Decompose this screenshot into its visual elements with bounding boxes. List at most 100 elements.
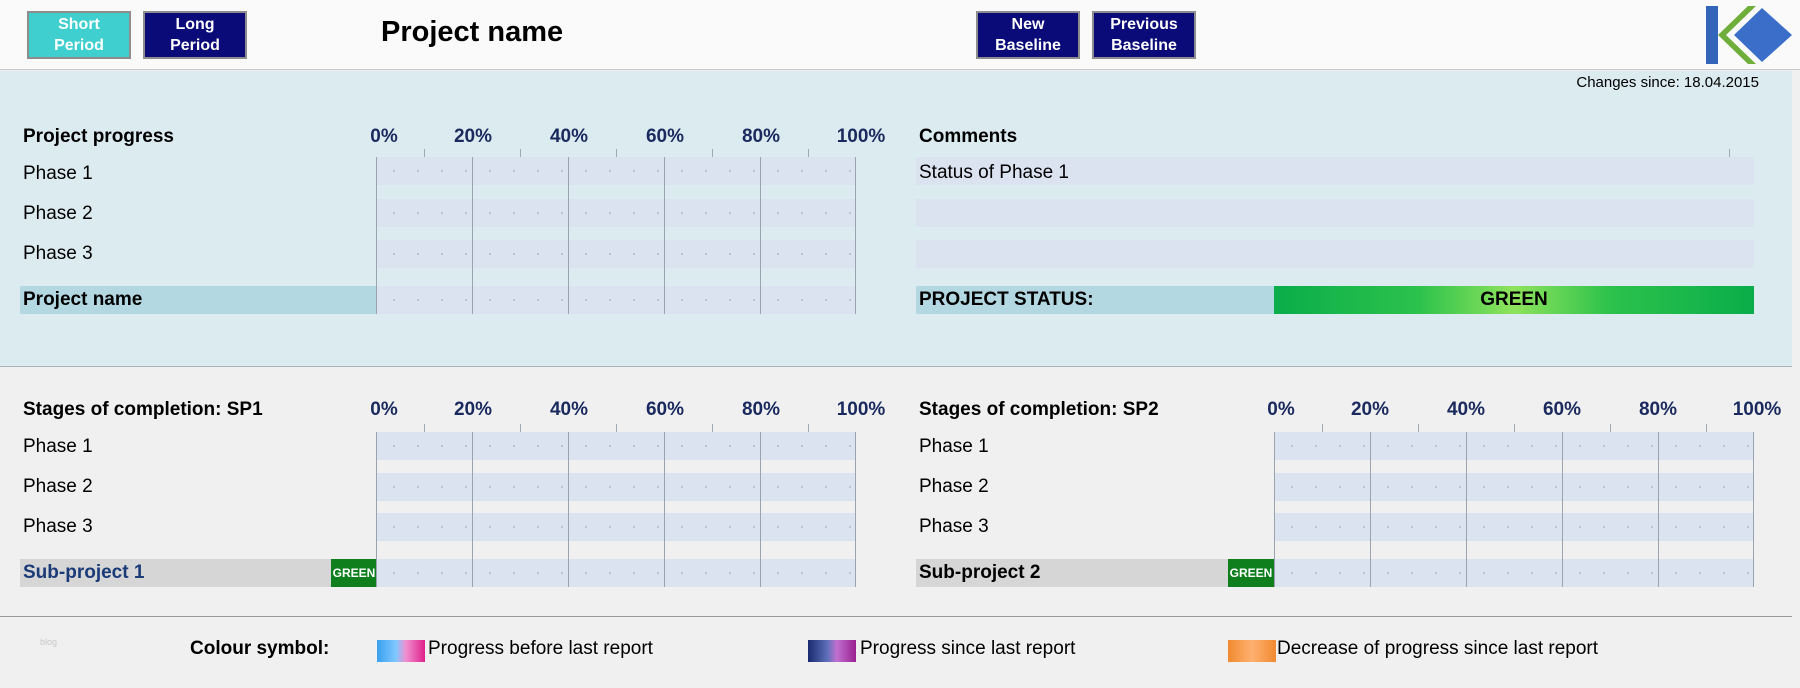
legend-swatch-since bbox=[808, 640, 856, 662]
tick-mark bbox=[1706, 424, 1707, 432]
tick-label: 20% bbox=[453, 399, 493, 420]
sp2-status-badge: GREEN bbox=[1228, 559, 1274, 587]
gridline bbox=[664, 157, 665, 314]
project-status-badge: GREEN bbox=[1274, 286, 1754, 314]
tick-label: 20% bbox=[1350, 399, 1390, 420]
tick-label: 0% bbox=[370, 399, 398, 420]
phase-label: Phase 2 bbox=[919, 476, 989, 497]
sp2-chart bbox=[1274, 424, 1754, 587]
comments-header: Comments bbox=[919, 126, 1018, 147]
legend-label-since: Progress since last report bbox=[860, 638, 1076, 659]
legend-label-decrease: Decrease of progress since last report bbox=[1277, 638, 1599, 659]
sp1-header: Stages of completion: SP1 bbox=[23, 399, 263, 420]
company-logo-icon bbox=[1706, 6, 1792, 64]
tick-label: 0% bbox=[370, 126, 398, 147]
previous-baseline-button[interactable]: Previous Baseline bbox=[1092, 11, 1196, 59]
tick-label: 80% bbox=[741, 399, 781, 420]
tick-mark bbox=[616, 424, 617, 432]
gridline bbox=[1753, 432, 1754, 587]
new-baseline-button[interactable]: New Baseline bbox=[976, 11, 1080, 59]
gridline bbox=[568, 157, 569, 314]
legend-section bbox=[0, 618, 1792, 688]
tick-mark bbox=[808, 424, 809, 432]
tick-mark bbox=[424, 424, 425, 432]
phase-3-track bbox=[1274, 513, 1754, 541]
phase-label: Phase 1 bbox=[23, 163, 93, 184]
toolbar bbox=[0, 0, 1800, 70]
gridline bbox=[1658, 432, 1659, 587]
gridline bbox=[760, 157, 761, 314]
short-period-button[interactable]: Short Period bbox=[27, 11, 131, 59]
tick-mark bbox=[1729, 149, 1730, 157]
project-total-row: Project name bbox=[20, 286, 376, 314]
sub-project-1-track bbox=[376, 559, 856, 587]
tick-mark bbox=[520, 424, 521, 432]
phase-2-track bbox=[376, 199, 856, 227]
legend-swatch-before bbox=[377, 640, 425, 662]
phase-2-track bbox=[1274, 473, 1754, 501]
tick-label: 100% bbox=[836, 126, 886, 147]
tick-label: 100% bbox=[836, 399, 886, 420]
tick-mark bbox=[712, 149, 713, 157]
gridline bbox=[855, 157, 856, 314]
comment-field-3[interactable] bbox=[916, 240, 1754, 268]
phase-3-track bbox=[376, 513, 856, 541]
phase-label: Phase 1 bbox=[919, 436, 989, 457]
gridline bbox=[568, 432, 569, 587]
tick-mark bbox=[1610, 424, 1611, 432]
tick-mark bbox=[712, 424, 713, 432]
tick-label: 60% bbox=[645, 399, 685, 420]
phase-label: Phase 1 bbox=[23, 436, 93, 457]
legend-title: Colour symbol: bbox=[190, 638, 330, 659]
tick-label: 0% bbox=[1267, 399, 1295, 420]
gridline bbox=[1562, 432, 1563, 587]
phase-label: Phase 2 bbox=[23, 203, 93, 224]
phase-1-track bbox=[376, 157, 856, 185]
tick-mark bbox=[424, 149, 425, 157]
tick-mark bbox=[1418, 424, 1419, 432]
sp1-chart bbox=[376, 424, 856, 587]
tick-label: 60% bbox=[1542, 399, 1582, 420]
tick-label: 40% bbox=[1446, 399, 1486, 420]
tick-label: 80% bbox=[741, 126, 781, 147]
comment-field-1[interactable] bbox=[916, 157, 1754, 185]
project-progress-header: Project progress bbox=[23, 126, 174, 147]
phase-label: Phase 3 bbox=[23, 243, 93, 264]
phase-3-track bbox=[376, 240, 856, 268]
comment-field-2[interactable] bbox=[916, 199, 1754, 227]
tick-label: 40% bbox=[549, 399, 589, 420]
phase-label: Phase 3 bbox=[23, 516, 93, 537]
gridline bbox=[855, 432, 856, 587]
tick-mark bbox=[1322, 424, 1323, 432]
tick-mark bbox=[616, 149, 617, 157]
gridline bbox=[1370, 432, 1371, 587]
tick-mark bbox=[808, 149, 809, 157]
phase-1-track bbox=[376, 432, 856, 460]
tick-label: 60% bbox=[645, 126, 685, 147]
tick-label: 100% bbox=[1732, 399, 1782, 420]
gridline bbox=[376, 432, 377, 587]
long-period-button[interactable]: Long Period bbox=[143, 11, 247, 59]
gridline bbox=[472, 157, 473, 314]
sub-project-1-row: Sub-project 1 bbox=[20, 559, 331, 587]
project-total-track bbox=[376, 286, 856, 314]
project-status-label: PROJECT STATUS: bbox=[916, 286, 1274, 314]
phase-1-track bbox=[1274, 432, 1754, 460]
gridline bbox=[1466, 432, 1467, 587]
phase-2-track bbox=[376, 473, 856, 501]
gridline bbox=[664, 432, 665, 587]
gridline bbox=[376, 157, 377, 314]
tick-mark bbox=[520, 149, 521, 157]
gridline bbox=[760, 432, 761, 587]
legend-label-before: Progress before last report bbox=[428, 638, 653, 659]
sp1-status-badge: GREEN bbox=[331, 559, 377, 587]
sub-project-2-track bbox=[1274, 559, 1754, 587]
project-progress-chart bbox=[376, 149, 856, 314]
footer-small-text: blog bbox=[40, 637, 58, 647]
page-title: Project name bbox=[381, 16, 564, 48]
gridline bbox=[1274, 432, 1275, 587]
phase-label: Phase 3 bbox=[919, 516, 989, 537]
tick-label: 20% bbox=[453, 126, 493, 147]
tick-mark bbox=[1514, 424, 1515, 432]
legend-swatch-decrease bbox=[1228, 640, 1276, 662]
